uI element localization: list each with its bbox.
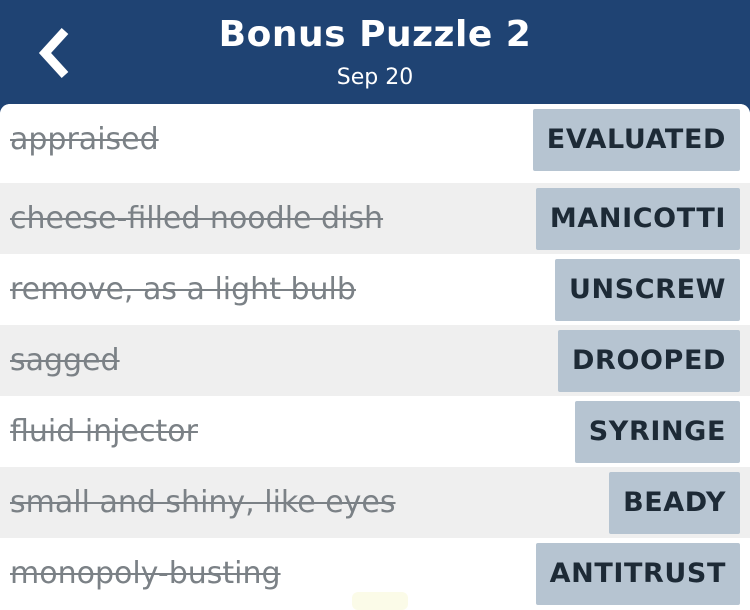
clue-text: appraised bbox=[10, 122, 159, 157]
clue-row[interactable]: cheese-filled noodle dish MANICOTTI bbox=[0, 183, 750, 254]
clue-list: appraised EVALUATED cheese-filled noodle… bbox=[0, 104, 750, 610]
answer-tile[interactable]: SYRINGE bbox=[574, 400, 740, 463]
clue-text: small and shiny, like eyes bbox=[10, 485, 396, 520]
clue-text: sagged bbox=[10, 343, 120, 378]
back-button[interactable] bbox=[30, 22, 80, 84]
clue-row[interactable]: fluid injector SYRINGE bbox=[0, 396, 750, 467]
answer-tile[interactable]: MANICOTTI bbox=[535, 187, 740, 250]
answer-tile[interactable]: DROOPED bbox=[558, 329, 740, 392]
clue-text: fluid injector bbox=[10, 414, 198, 449]
clue-row[interactable]: small and shiny, like eyes BEADY bbox=[0, 467, 750, 538]
bottom-highlight bbox=[352, 592, 408, 610]
answer-tile[interactable]: BEADY bbox=[609, 471, 740, 534]
answer-tile[interactable]: ANTITRUST bbox=[535, 542, 740, 605]
app-header: Bonus Puzzle 2 Sep 20 bbox=[0, 0, 750, 106]
clue-row[interactable]: remove, as a light bulb UNSCREW bbox=[0, 254, 750, 325]
clue-text: cheese-filled noodle dish bbox=[10, 201, 384, 236]
page-title: Bonus Puzzle 2 bbox=[218, 14, 532, 55]
clue-row[interactable]: sagged DROOPED bbox=[0, 325, 750, 396]
clue-row[interactable]: appraised EVALUATED bbox=[0, 104, 750, 175]
answer-tile[interactable]: UNSCREW bbox=[555, 258, 740, 321]
answer-tile[interactable]: EVALUATED bbox=[532, 108, 740, 171]
clue-row[interactable]: monopoly-busting ANTITRUST bbox=[0, 538, 750, 609]
clue-text: remove, as a light bulb bbox=[10, 272, 356, 307]
chevron-left-icon bbox=[38, 27, 69, 79]
puzzle-date: Sep 20 bbox=[336, 65, 414, 90]
clue-text: monopoly-busting bbox=[10, 556, 281, 591]
